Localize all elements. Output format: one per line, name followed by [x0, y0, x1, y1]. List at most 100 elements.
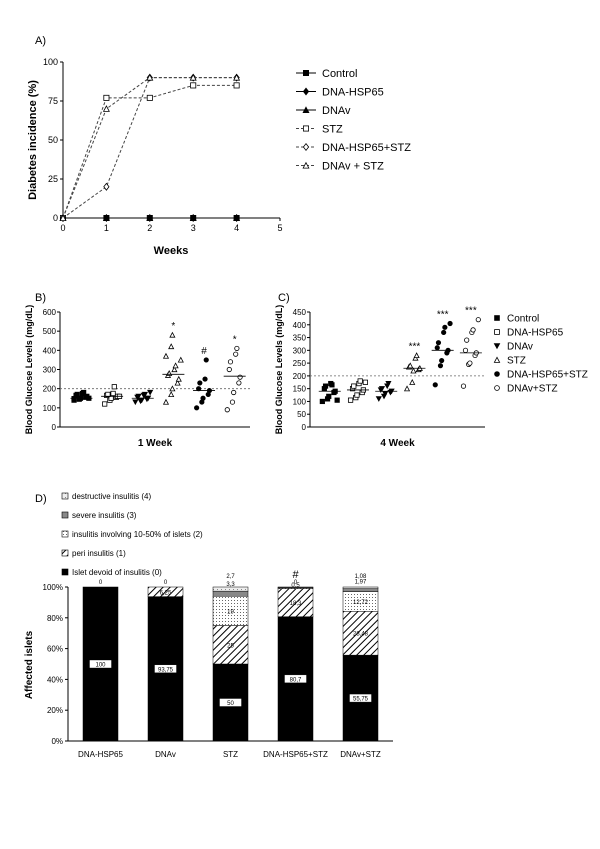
panel-d-y-tick-label: 0%	[51, 737, 63, 746]
panel-c-point	[403, 385, 411, 392]
panel-c-legend-marker	[493, 356, 501, 363]
panel-d-bar-segment	[212, 595, 249, 626]
panel-d-data-label: 93,75	[158, 667, 174, 673]
panel-c-point	[319, 398, 325, 405]
panel-a-point	[189, 214, 197, 222]
panel-c-point	[467, 360, 473, 366]
panel-b-point	[194, 405, 200, 411]
panel-c-point	[329, 382, 335, 388]
panel-d-data-label-box	[89, 659, 112, 669]
panel-a-y-tick-label: 50	[48, 135, 58, 145]
panel-b-point	[168, 343, 175, 350]
panel-c-legend-label: DNA-HSP65	[507, 328, 564, 339]
panel-c-point	[462, 347, 469, 353]
panel-c-y-tick-label: 0	[302, 423, 307, 432]
panel-d-legend-swatch	[61, 568, 69, 576]
panel-b: B) 0 100 200 300 400 500 600 * # * 1 Week Blood Gluc…	[24, 292, 250, 449]
panel-b-point	[110, 390, 116, 397]
panel-b-point	[169, 385, 176, 392]
panel-d-y-tick-label: 20%	[47, 706, 63, 715]
panel-d-legend-swatch	[61, 549, 69, 557]
panel-a-point	[189, 73, 197, 81]
panel-c-y-axis-title: Blood Glucose Levels (mg/dL)	[274, 305, 284, 435]
panel-d-data-label: 80,7	[290, 677, 302, 683]
panel-d-data-label: 25	[227, 643, 234, 649]
panel-c-legend-marker	[494, 371, 500, 377]
panel-d-data-label: 2,7	[226, 574, 235, 580]
panel-c-y-tick-label: 200	[293, 372, 307, 381]
panel-d-y-tick-label: 60%	[47, 645, 63, 654]
panel-d-legend-label: severe insulitis (3)	[72, 511, 137, 520]
panel-b-y-axis-title: Blood Glucose Levels (mg/dL)	[24, 305, 34, 435]
panel-b-point	[162, 352, 170, 359]
panel-d-bar-segment	[212, 625, 249, 665]
panel-c-point	[432, 382, 438, 388]
panel-d-data-label: 100	[95, 663, 106, 669]
panel-a-legend-marker	[302, 106, 310, 113]
panel-a-legend-marker	[302, 87, 310, 96]
panel-c-point	[475, 317, 481, 323]
panel-b-significance-mark: #	[201, 346, 207, 357]
panel-d-bar-segment	[342, 586, 379, 589]
panel-a-legend-marker	[302, 70, 309, 77]
panel-b-y-tick-label: 600	[43, 308, 57, 317]
panel-a-point	[146, 214, 154, 222]
panel-a-y-tick-label: 0	[53, 213, 58, 223]
panel-d: D) destructive insulitis (4) severe insuli…	[24, 492, 393, 759]
panel-d-data-label: 50	[227, 701, 234, 707]
panel-c-y-tick-label: 350	[293, 334, 307, 343]
panel-b-point	[169, 331, 176, 338]
panel-a-x-axis-title: Weeks	[154, 245, 189, 257]
panel-a-point	[102, 214, 110, 222]
panel-a-legend-label: DNAv + STZ	[322, 161, 384, 173]
panel-d-bar-segment	[212, 586, 249, 592]
panel-d-bar-segment	[212, 590, 249, 597]
panel-c-legend-marker	[494, 385, 500, 391]
panel-c-y-tick-label: 100	[293, 397, 307, 406]
panel-b-point	[174, 379, 181, 386]
panel-d-category-label: STZ	[223, 750, 238, 759]
panel-b-point	[234, 345, 240, 352]
panel-c-point	[413, 352, 420, 359]
panel-b-point	[168, 391, 175, 398]
panel-b-point	[135, 393, 142, 400]
panel-d-data-label-box	[284, 674, 307, 684]
panel-d-bar-segment	[342, 611, 379, 656]
panel-b-y-tick-label: 500	[43, 327, 57, 336]
panel-c-point	[375, 396, 382, 402]
panel-b-point	[226, 366, 232, 373]
panel-a-y-tick-label: 100	[43, 57, 58, 67]
panel-c-y-tick-label: 150	[293, 385, 307, 394]
panel-a-point	[233, 214, 241, 222]
panel-d-data-label: 12,72	[353, 600, 369, 606]
panel-b-point	[236, 380, 242, 386]
panel-d-data-label-box	[219, 698, 242, 707]
panel-c-legend-label: Control	[507, 314, 539, 325]
panel-b-point	[177, 356, 184, 363]
panel-a-point	[103, 182, 110, 191]
panel-d-y-tick-label: 80%	[47, 614, 63, 623]
panel-a-legend-label: DNA-HSP65+STZ	[322, 142, 411, 154]
panel-d-data-label: 55,75	[353, 697, 369, 703]
panel-c-point	[439, 357, 445, 364]
panel-b-point	[171, 366, 178, 373]
panel-c-point	[442, 324, 448, 330]
panel-d-bar-segment	[277, 588, 314, 617]
panel-c-point	[357, 378, 363, 384]
panel-d-y-axis-title: Affected islets	[24, 630, 35, 699]
panel-d-data-label: 18,3	[290, 601, 302, 607]
panel-c-significance-mark: ***	[437, 310, 449, 321]
panel-b-label: B)	[35, 292, 46, 304]
panel-d-legend-label: Islet devoid of insulitis (0)	[72, 568, 162, 577]
panel-d-data-label: 0	[99, 580, 103, 586]
panel-a: A) 0 25 50 75 100 0 1 2 3 4 5 Weeks Diabetes incidenc…	[27, 35, 411, 257]
panel-b-point	[132, 399, 139, 406]
panel-c-y-tick-label: 300	[293, 346, 307, 355]
panel-d-legend-swatch	[61, 530, 69, 538]
panel-d-y-tick-label: 100%	[43, 583, 63, 592]
panel-d-legend-swatch	[61, 492, 69, 500]
panel-a-legend-label: DNA-HSP65	[322, 87, 384, 99]
panel-c-y-tick-label: 50	[297, 410, 306, 419]
panel-c-point	[447, 320, 453, 327]
panel-c-point	[410, 367, 417, 374]
